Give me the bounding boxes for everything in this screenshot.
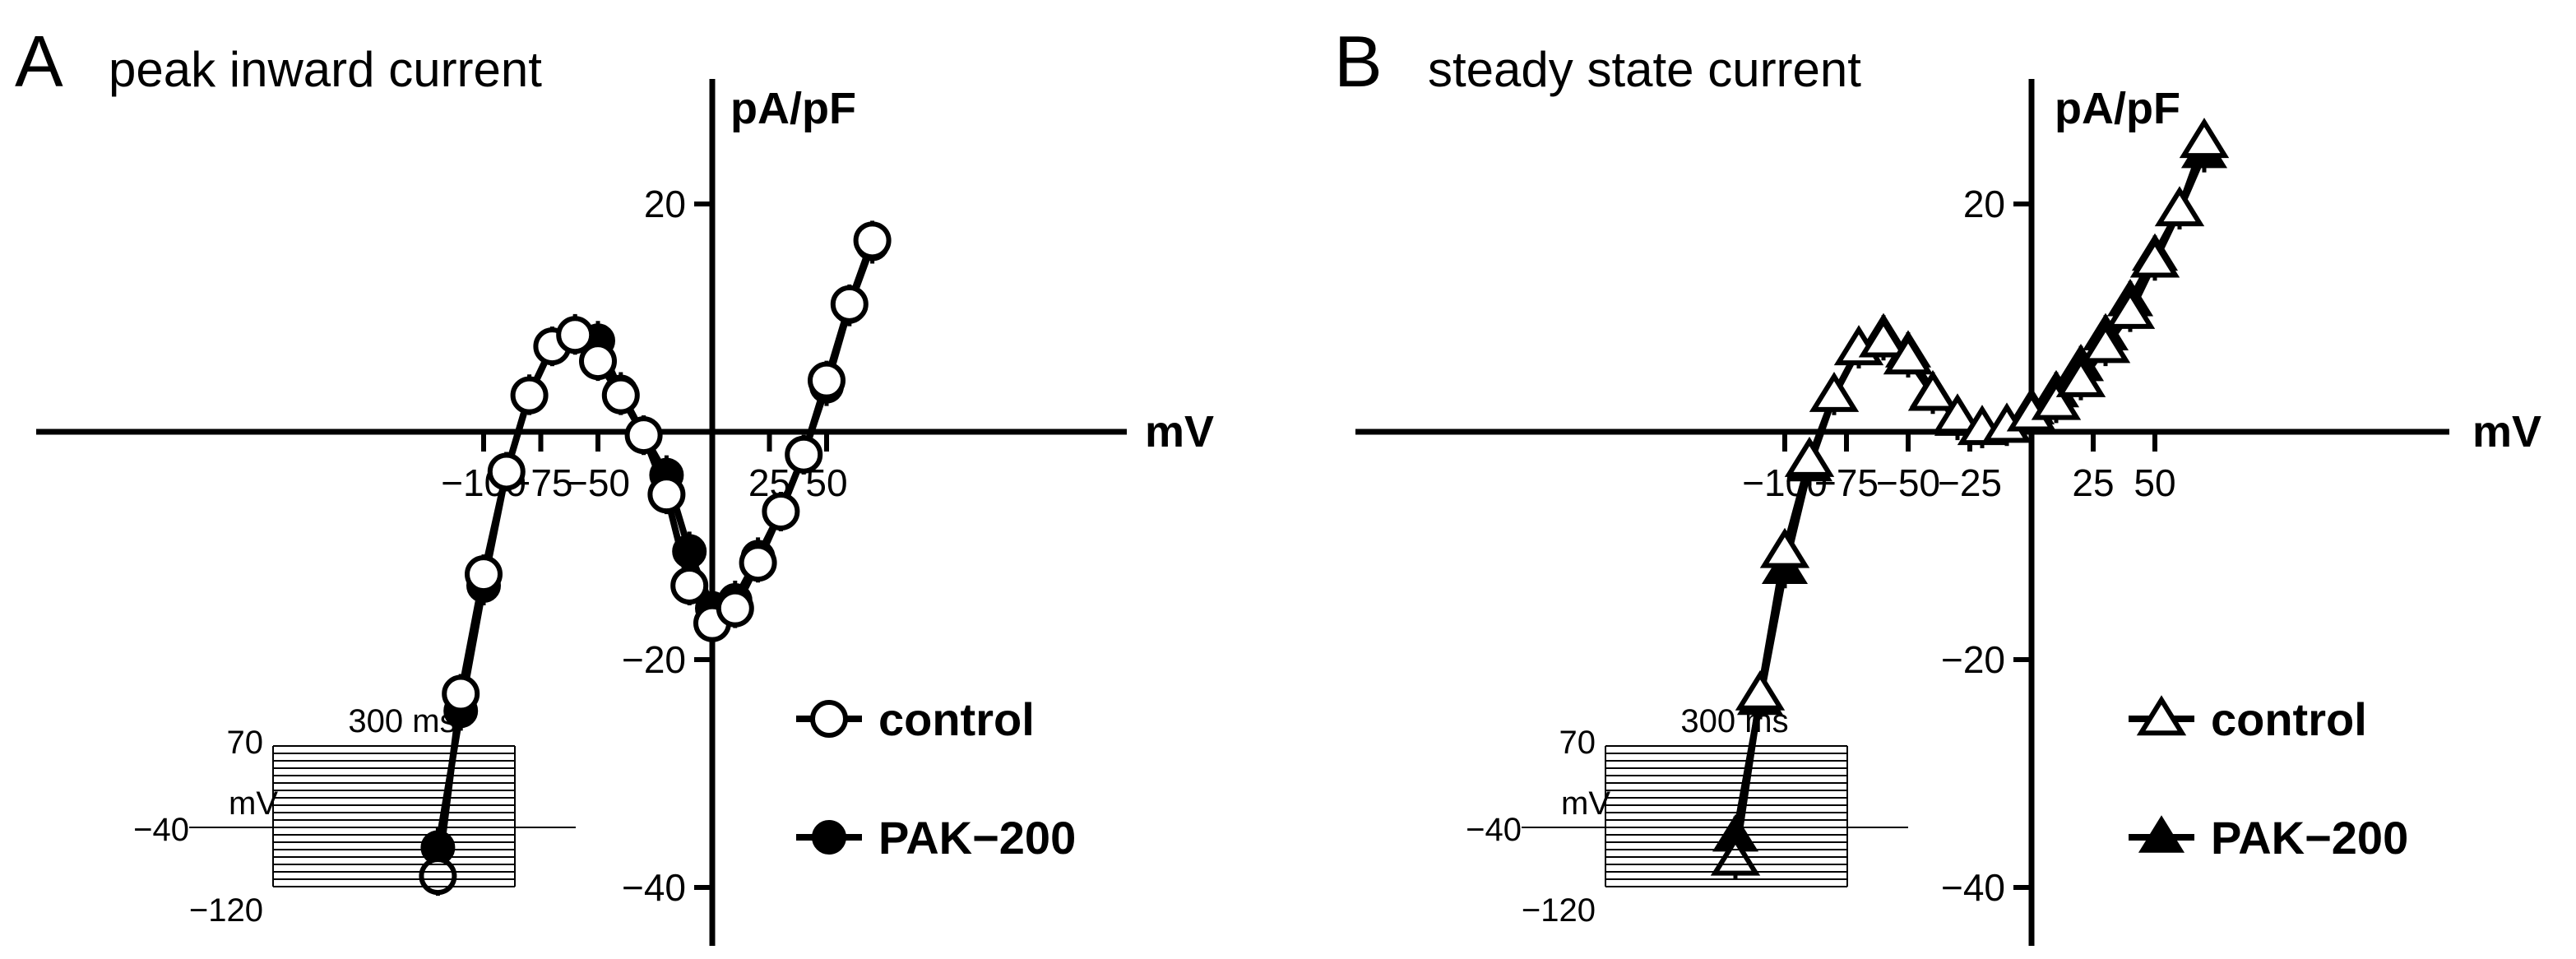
data-point [510, 376, 549, 415]
y-tick-label: 20 [644, 183, 686, 225]
legend-label: control [2211, 693, 2367, 745]
voltage-protocol-inset: 300 ms 70 mV −40 −120 [133, 703, 576, 929]
data-point [670, 566, 709, 605]
y-tick-label: −20 [622, 638, 686, 681]
data-point [716, 589, 754, 628]
data-point [1735, 669, 1786, 711]
data-point [419, 857, 457, 896]
y-tick-label: −40 [1941, 866, 2005, 909]
panel-title: steady state current [1428, 42, 1861, 97]
data-point [2179, 118, 2230, 159]
voltage-protocol-inset: 300 ms 70 mV −40 −120 [1466, 703, 1908, 929]
x-tick-label: −25 [1938, 461, 2002, 504]
data-point [556, 316, 595, 354]
data-point [2129, 237, 2180, 278]
data-point [1759, 527, 1810, 568]
data-point [830, 285, 869, 323]
y-tick-label: −20 [1941, 638, 2005, 681]
data-point [601, 376, 640, 415]
unit-label: mV [229, 785, 278, 822]
data-point [624, 416, 663, 455]
data-point [2154, 186, 2205, 227]
holding-voltage-label: −40 [133, 812, 189, 848]
panel-letter: A [15, 21, 63, 102]
legend-marker [2136, 695, 2187, 736]
y-axis-label: pA/pF [730, 84, 856, 133]
top-voltage-label: 70 [227, 725, 264, 761]
data-point [739, 544, 777, 582]
data-point [1784, 436, 1835, 477]
top-voltage-label: 70 [1559, 725, 1596, 761]
data-point [853, 221, 892, 260]
panel-letter: B [1334, 21, 1383, 102]
data-point [487, 452, 526, 491]
data-point [808, 361, 846, 400]
data-point [2055, 356, 2106, 397]
data-point [1858, 317, 1909, 358]
data-point [1809, 371, 1860, 412]
series-line-pak-200 [434, 243, 876, 849]
legend-label: control [878, 693, 1035, 745]
data-point [1932, 393, 1983, 434]
series-line-control [434, 239, 876, 877]
x-tick-label: −50 [1876, 461, 1940, 504]
data-point [672, 534, 707, 569]
legend-marker [810, 700, 848, 738]
data-point [2031, 379, 2082, 420]
panel-title: peak inward current [109, 42, 542, 97]
legend-item-control: control [2129, 693, 2367, 745]
data-point [647, 475, 686, 514]
x-axis-label: mV [1145, 407, 1214, 456]
legend-label: PAK−200 [878, 812, 1076, 864]
x-axis-label: mV [2472, 407, 2541, 456]
data-point [785, 435, 823, 474]
y-tick-label: −40 [622, 866, 686, 909]
unit-label: mV [1561, 785, 1610, 822]
data-point [1907, 370, 1958, 411]
legend-item-pak-200: PAK−200 [2129, 812, 2408, 864]
bottom-voltage-label: −120 [189, 892, 263, 929]
data-point [762, 492, 800, 530]
series-control [419, 220, 892, 896]
duration-label: 300 ms [1680, 703, 1788, 739]
legend-marker [2138, 815, 2185, 853]
data-point [579, 342, 617, 381]
x-tick-label: 50 [2134, 461, 2175, 504]
holding-voltage-label: −40 [1466, 812, 1522, 848]
x-tick-label: −50 [566, 461, 630, 504]
duration-label: 300 ms [348, 703, 456, 739]
legend-label: PAK−200 [2211, 812, 2408, 864]
legend-marker [812, 820, 846, 855]
data-point [442, 674, 480, 713]
y-tick-label: 20 [1963, 183, 2005, 225]
bottom-voltage-label: −120 [1522, 892, 1596, 929]
legend-item-pak-200: PAK−200 [796, 812, 1076, 864]
data-point [465, 555, 503, 594]
data-point [1883, 334, 1934, 375]
y-axis-label: pA/pF [2055, 84, 2180, 133]
x-tick-label: 25 [2072, 461, 2114, 504]
legend-item-control: control [796, 693, 1035, 745]
data-point [2080, 322, 2131, 364]
data-point [2105, 288, 2156, 329]
